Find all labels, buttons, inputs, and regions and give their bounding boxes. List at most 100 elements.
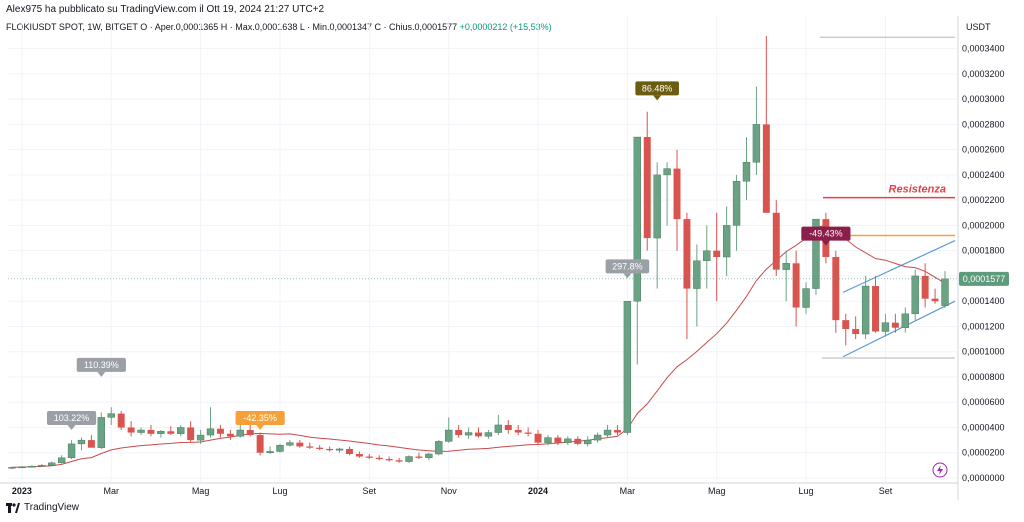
candle: [872, 275, 879, 333]
candle-body: [554, 437, 562, 443]
candle-body: [375, 457, 383, 460]
x-tick-label: 2024: [528, 486, 548, 496]
y-tick-label: 0,0000400: [962, 422, 1005, 432]
candle: [603, 424, 612, 438]
candle-body: [901, 313, 909, 328]
candle-body: [246, 430, 254, 436]
candle: [286, 440, 294, 447]
candle: [316, 445, 324, 451]
x-tick-label: Set: [879, 486, 893, 496]
candle: [187, 421, 195, 443]
annotation-badge: 297.8%: [605, 259, 650, 279]
tradingview-logo-icon: [6, 502, 20, 513]
candle: [226, 430, 234, 441]
candle: [593, 432, 602, 443]
candle: [911, 269, 919, 321]
annotation-badge-bg: [235, 410, 285, 425]
symbol-info: FLOKIUSDT SPOT, 1W, BITGET O · Aper.0,00…: [6, 22, 552, 32]
candle: [772, 200, 780, 276]
symbol-name: FLOKIUSDT SPOT, 1W, BITGET: [6, 22, 138, 32]
candle: [107, 407, 115, 425]
candle-body: [67, 443, 76, 458]
candle-body: [514, 430, 522, 433]
candle: [127, 421, 135, 437]
candle-body: [266, 451, 274, 453]
candle: [326, 446, 334, 452]
candle: [196, 430, 205, 444]
annotation-badge-pointer: [256, 424, 265, 430]
candle-body: [603, 429, 612, 436]
candle: [722, 206, 731, 276]
candle: [633, 136, 641, 365]
candle: [236, 424, 244, 438]
candle: [494, 414, 503, 436]
candle: [87, 435, 95, 448]
candle-body: [18, 466, 26, 469]
candle-body: [147, 430, 155, 434]
candle: [683, 212, 691, 340]
candle-body: [752, 124, 761, 163]
candle-body: [742, 162, 751, 182]
candle: [832, 250, 840, 333]
annotation-text: 86.48%: [642, 83, 673, 93]
candle-body: [524, 432, 532, 434]
candle-body: [97, 417, 106, 448]
candle: [861, 275, 870, 340]
annotation-badge-pointer: [67, 424, 76, 430]
candle: [663, 162, 671, 226]
candle-body: [782, 263, 790, 270]
candle: [464, 427, 473, 439]
candle: [514, 424, 522, 436]
candle-body: [653, 174, 661, 239]
candle: [584, 436, 592, 447]
candle: [921, 263, 929, 308]
candle-body: [713, 250, 721, 257]
candle-body: [276, 444, 284, 452]
candle-body: [802, 288, 810, 308]
candle-body: [286, 442, 294, 446]
candle: [206, 407, 215, 438]
y-tick-label: 0,0001400: [962, 296, 1005, 306]
candle-body: [544, 437, 552, 443]
candle: [246, 424, 254, 437]
annotation-badge: -42.35%: [235, 410, 285, 430]
y-tick-label: 0,0002400: [962, 170, 1005, 180]
candle-body: [157, 431, 165, 435]
candle: [8, 466, 16, 470]
y-tick-label: 0,0001800: [962, 246, 1005, 256]
x-tick-label: Mar: [620, 486, 636, 496]
candle-body: [475, 432, 482, 437]
candle: [266, 446, 274, 455]
candle-body: [216, 428, 224, 434]
y-tick-label: 0,0002800: [962, 119, 1005, 129]
candle-body: [911, 275, 919, 315]
annotation-text: 103.22%: [54, 413, 90, 423]
y-tick-label: 0,0000200: [962, 448, 1005, 458]
candle: [752, 86, 761, 175]
annotation-badge: 110.39%: [76, 357, 126, 377]
candle-body: [306, 446, 314, 448]
candle-body: [415, 456, 423, 458]
candle-body: [177, 427, 185, 435]
candle-body: [196, 434, 205, 441]
x-tick-label: Set: [363, 486, 377, 496]
x-tick-label: Lug: [272, 486, 287, 496]
candle: [48, 461, 56, 467]
candle-body: [633, 136, 641, 302]
candle-body: [57, 457, 66, 464]
candle: [296, 440, 304, 448]
candle-body: [663, 168, 671, 176]
candle: [623, 301, 632, 436]
candle-body: [852, 328, 860, 335]
candle: [703, 225, 711, 289]
candle: [137, 427, 145, 436]
candle-body: [832, 257, 840, 321]
x-tick-label: Mag: [192, 486, 210, 496]
candle-body: [48, 462, 56, 466]
candle-body: [891, 322, 899, 328]
candle-body: [77, 439, 86, 445]
candle: [693, 244, 701, 327]
annotation-badge-pointer: [623, 273, 632, 279]
candle: [742, 137, 751, 201]
